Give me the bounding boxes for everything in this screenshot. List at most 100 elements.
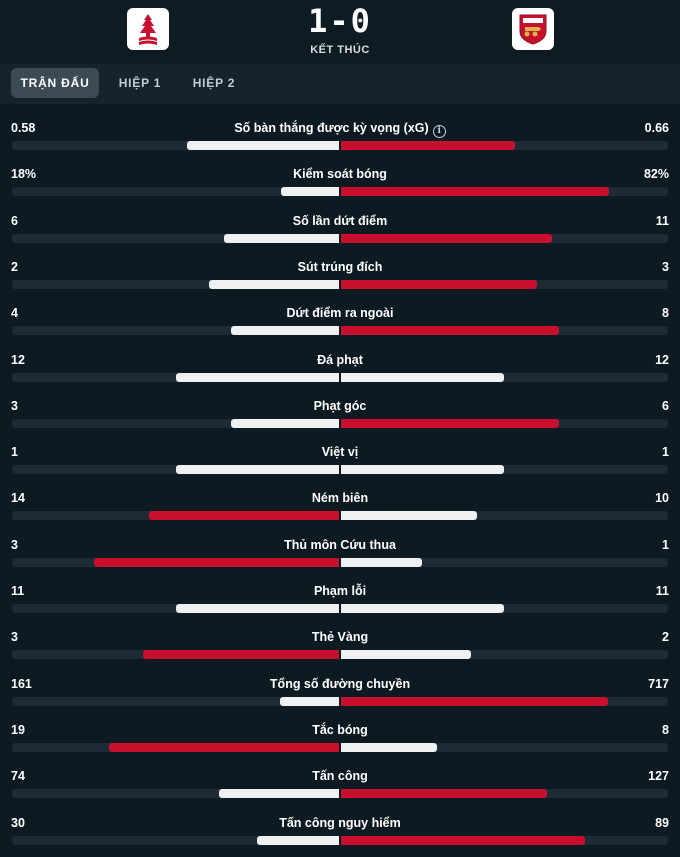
away-stat-bar xyxy=(340,742,437,752)
stat-row: 11 Phạm lỗi 11 xyxy=(0,567,680,614)
stat-label-text: Tổng số đường chuyền xyxy=(269,676,411,691)
stat-bar-divider xyxy=(339,278,341,290)
home-stat-bar xyxy=(187,141,340,150)
away-stat-value: 11 xyxy=(655,584,669,598)
away-stat-bar xyxy=(340,696,608,706)
stat-row: 74 Tấn công 127 xyxy=(0,752,680,800)
away-stat-value: 12 xyxy=(655,352,669,367)
home-stat-bar xyxy=(149,511,340,521)
stat-row: 0.58 Số bàn thắng được kỳ vọng (xG) i 0.66 xyxy=(0,104,680,151)
away-stat-value: 10 xyxy=(655,491,669,506)
home-stat-value: 3 xyxy=(11,537,18,552)
stat-row: 12 Đá phạt 12 xyxy=(0,336,680,383)
home-stat-value: 6 xyxy=(11,213,18,228)
away-stat-value: 1 xyxy=(662,445,669,460)
stat-label: Số lần dứt điểm xyxy=(0,213,680,229)
home-stat-bar xyxy=(231,418,340,428)
stat-bar-divider xyxy=(339,510,341,522)
stat-label-text: Tấn công nguy hiểm xyxy=(279,815,401,830)
away-stat-bar xyxy=(340,141,515,150)
nottingham-forest-crest-icon xyxy=(139,14,157,45)
tab-first-half[interactable]: HIỆP 1 xyxy=(118,76,162,90)
stat-label: Tắc bóng xyxy=(0,722,680,738)
stat-bar-divider xyxy=(339,788,341,800)
home-stat-bar xyxy=(224,233,340,243)
away-stat-bar xyxy=(340,604,504,613)
home-stat-bar xyxy=(219,789,340,799)
stat-row: 30 Tấn công nguy hiểm 89 xyxy=(0,799,680,846)
stat-label: Thủ môn Cứu thua xyxy=(0,537,680,553)
home-stat-value: 4 xyxy=(11,306,18,321)
stat-row: 19 Tắc bóng 8 xyxy=(0,706,680,753)
home-stat-bar xyxy=(209,279,340,289)
stat-label-text: Số lần dứt điểm xyxy=(292,213,388,228)
home-stat-value: 2 xyxy=(11,259,18,274)
stat-row: 1 Việt vị 1 xyxy=(0,428,680,476)
away-stat-bar xyxy=(340,835,585,845)
home-stat-bar xyxy=(257,835,340,845)
away-stat-bar xyxy=(340,326,559,336)
arsenal-crest-icon xyxy=(519,14,547,45)
away-team-logo[interactable] xyxy=(512,8,554,50)
stat-label-text: Số bàn thắng được kỳ vọng (xG) xyxy=(234,121,429,135)
home-stat-value: 19 xyxy=(11,722,25,737)
stat-row: 4 Dứt điểm ra ngoài 8 xyxy=(0,289,680,337)
stat-label-text: Thẻ Vàng xyxy=(311,630,369,645)
away-stat-value: 6 xyxy=(662,398,669,413)
home-stat-value: 14 xyxy=(11,491,25,506)
home-team-logo[interactable] xyxy=(127,8,169,50)
home-stat-bar xyxy=(94,557,340,567)
away-stat-bar xyxy=(340,233,552,243)
away-stat-value: 0.66 xyxy=(644,121,669,135)
away-stat-bar xyxy=(340,511,477,521)
stat-label-text: Ném biên xyxy=(311,491,369,506)
away-stat-value: 127 xyxy=(648,769,669,784)
stat-label-text: Việt vị xyxy=(321,445,359,460)
stat-bar-divider xyxy=(339,417,341,429)
period-tabs: TRẬN ĐẤU HIỆP 1 HIỆP 2 xyxy=(0,64,680,104)
stat-row: 6 Số lần dứt điểm 11 xyxy=(0,197,680,244)
tab-second-half[interactable]: HIỆP 2 xyxy=(192,76,236,90)
match-score: 1-0 xyxy=(308,2,372,40)
away-stat-value: 3 xyxy=(662,259,669,274)
away-stat-bar xyxy=(340,789,547,799)
stat-label-text: Sút trúng đích xyxy=(297,259,383,274)
away-stat-bar xyxy=(340,372,504,382)
home-stat-bar xyxy=(109,742,340,752)
stat-bar-divider xyxy=(339,649,341,661)
info-icon[interactable]: i xyxy=(432,125,446,138)
home-stat-bar xyxy=(176,372,340,382)
away-stat-bar xyxy=(340,418,559,428)
stat-label: Tấn công nguy hiểm xyxy=(0,815,680,831)
match-header: 1-0 KẾT THÚC xyxy=(0,0,680,64)
stat-bar-divider xyxy=(339,834,341,846)
home-stat-value: 74 xyxy=(11,769,25,784)
stat-label-text: Thủ môn Cứu thua xyxy=(284,537,396,552)
stat-label: Thẻ Vàng xyxy=(0,629,680,645)
stat-label-text: Tấn công xyxy=(312,769,368,784)
stat-bar-divider xyxy=(339,556,341,568)
home-stat-value: 0.58 xyxy=(11,121,36,135)
home-stat-bar xyxy=(176,465,340,475)
stat-label: Tổng số đường chuyền xyxy=(0,676,680,692)
stat-row: 2 Sút trúng đích 3 xyxy=(0,243,680,290)
match-status: KẾT THÚC xyxy=(310,44,370,56)
stat-label-text: Tắc bóng xyxy=(312,722,368,737)
home-stat-value: 1 xyxy=(11,445,18,460)
stat-label: Ném biên xyxy=(0,490,680,506)
stat-label-text: Phạm lỗi xyxy=(313,584,367,598)
stat-bar-divider xyxy=(339,695,341,707)
home-stat-value: 12 xyxy=(11,352,25,367)
away-stat-value: 8 xyxy=(662,306,669,321)
stat-bar-divider xyxy=(339,140,341,151)
home-stat-value: 30 xyxy=(11,815,25,830)
stat-label: Dứt điểm ra ngoài xyxy=(0,305,680,321)
home-stat-value: 11 xyxy=(11,584,25,598)
stat-bar-divider xyxy=(339,371,341,383)
home-stat-value: 3 xyxy=(11,630,18,645)
stat-bar-divider xyxy=(339,325,341,337)
away-stat-value: 1 xyxy=(662,537,669,552)
away-stat-value: 89 xyxy=(655,815,669,830)
stat-row: 3 Phạt góc 6 xyxy=(0,382,680,429)
tab-full-match[interactable]: TRẬN ĐẤU xyxy=(11,68,99,98)
